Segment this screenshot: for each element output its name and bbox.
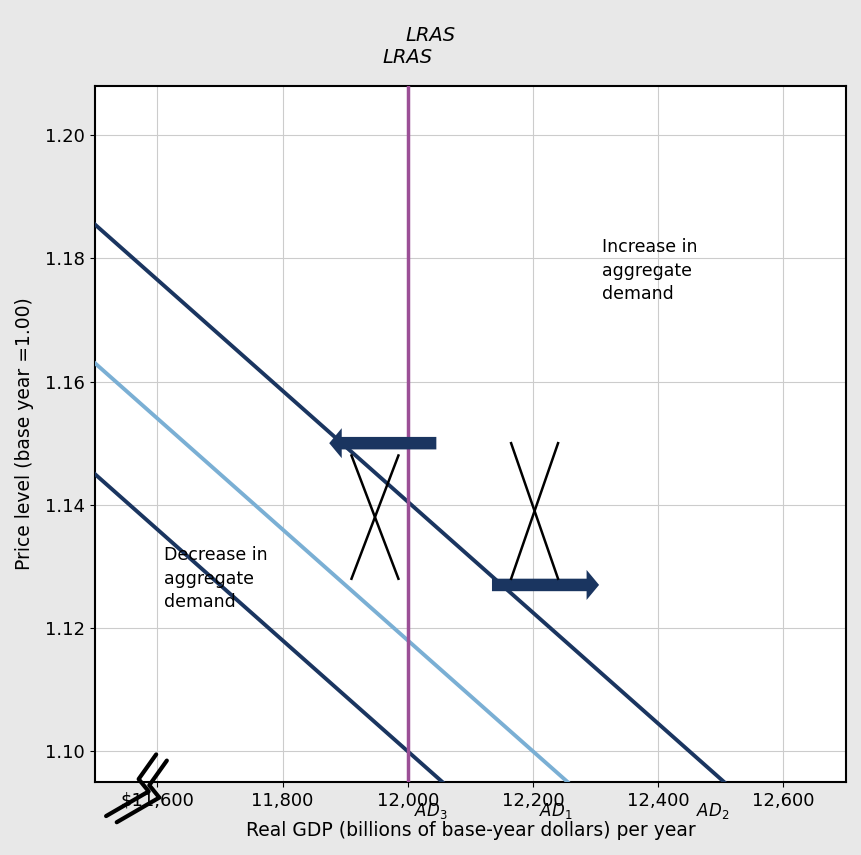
Text: $AD_1$: $AD_1$ <box>539 800 573 821</box>
Text: Decrease in
aggregate
demand: Decrease in aggregate demand <box>164 546 267 611</box>
Text: LRAS: LRAS <box>406 26 455 44</box>
Text: $AD_3$: $AD_3$ <box>414 800 448 821</box>
Y-axis label: Price level (base year =1.00): Price level (base year =1.00) <box>15 298 34 570</box>
Text: $AD_2$: $AD_2$ <box>696 800 729 821</box>
X-axis label: Real GDP (billions of base-year dollars) per year: Real GDP (billions of base-year dollars)… <box>245 821 696 840</box>
Text: Increase in
aggregate
demand: Increase in aggregate demand <box>602 238 697 304</box>
Text: LRAS: LRAS <box>383 48 433 68</box>
